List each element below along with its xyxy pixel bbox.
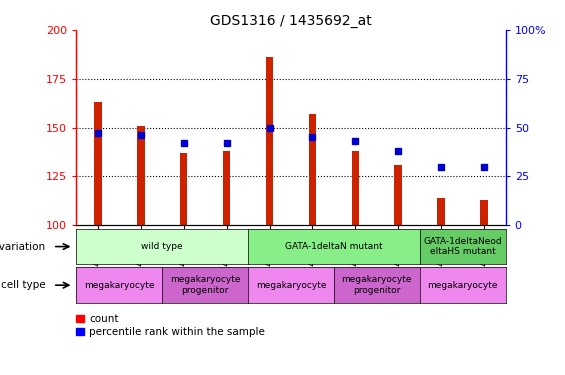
Bar <box>308 114 316 225</box>
Text: megakaryocyte
progenitor: megakaryocyte progenitor <box>170 276 240 295</box>
Bar <box>351 151 359 225</box>
Text: GATA-1deltaNeod
eltaHS mutant: GATA-1deltaNeod eltaHS mutant <box>423 237 502 256</box>
Text: wild type: wild type <box>141 242 183 251</box>
Bar <box>394 165 402 225</box>
Text: genotype/variation: genotype/variation <box>0 242 46 252</box>
Bar <box>94 102 102 225</box>
Text: cell type: cell type <box>1 280 46 290</box>
Text: megakaryocyte: megakaryocyte <box>428 280 498 290</box>
Text: megakaryocyte: megakaryocyte <box>256 280 326 290</box>
Text: GATA-1deltaN mutant: GATA-1deltaN mutant <box>285 242 383 251</box>
Legend: count, percentile rank within the sample: count, percentile rank within the sample <box>76 314 265 337</box>
Bar <box>223 151 231 225</box>
Title: GDS1316 / 1435692_at: GDS1316 / 1435692_at <box>210 13 372 28</box>
Bar <box>437 198 445 225</box>
Bar <box>480 200 488 225</box>
Bar <box>137 126 145 225</box>
Text: megakaryocyte: megakaryocyte <box>84 280 154 290</box>
Bar <box>266 57 273 225</box>
Bar <box>180 153 188 225</box>
Text: megakaryocyte
progenitor: megakaryocyte progenitor <box>342 276 412 295</box>
